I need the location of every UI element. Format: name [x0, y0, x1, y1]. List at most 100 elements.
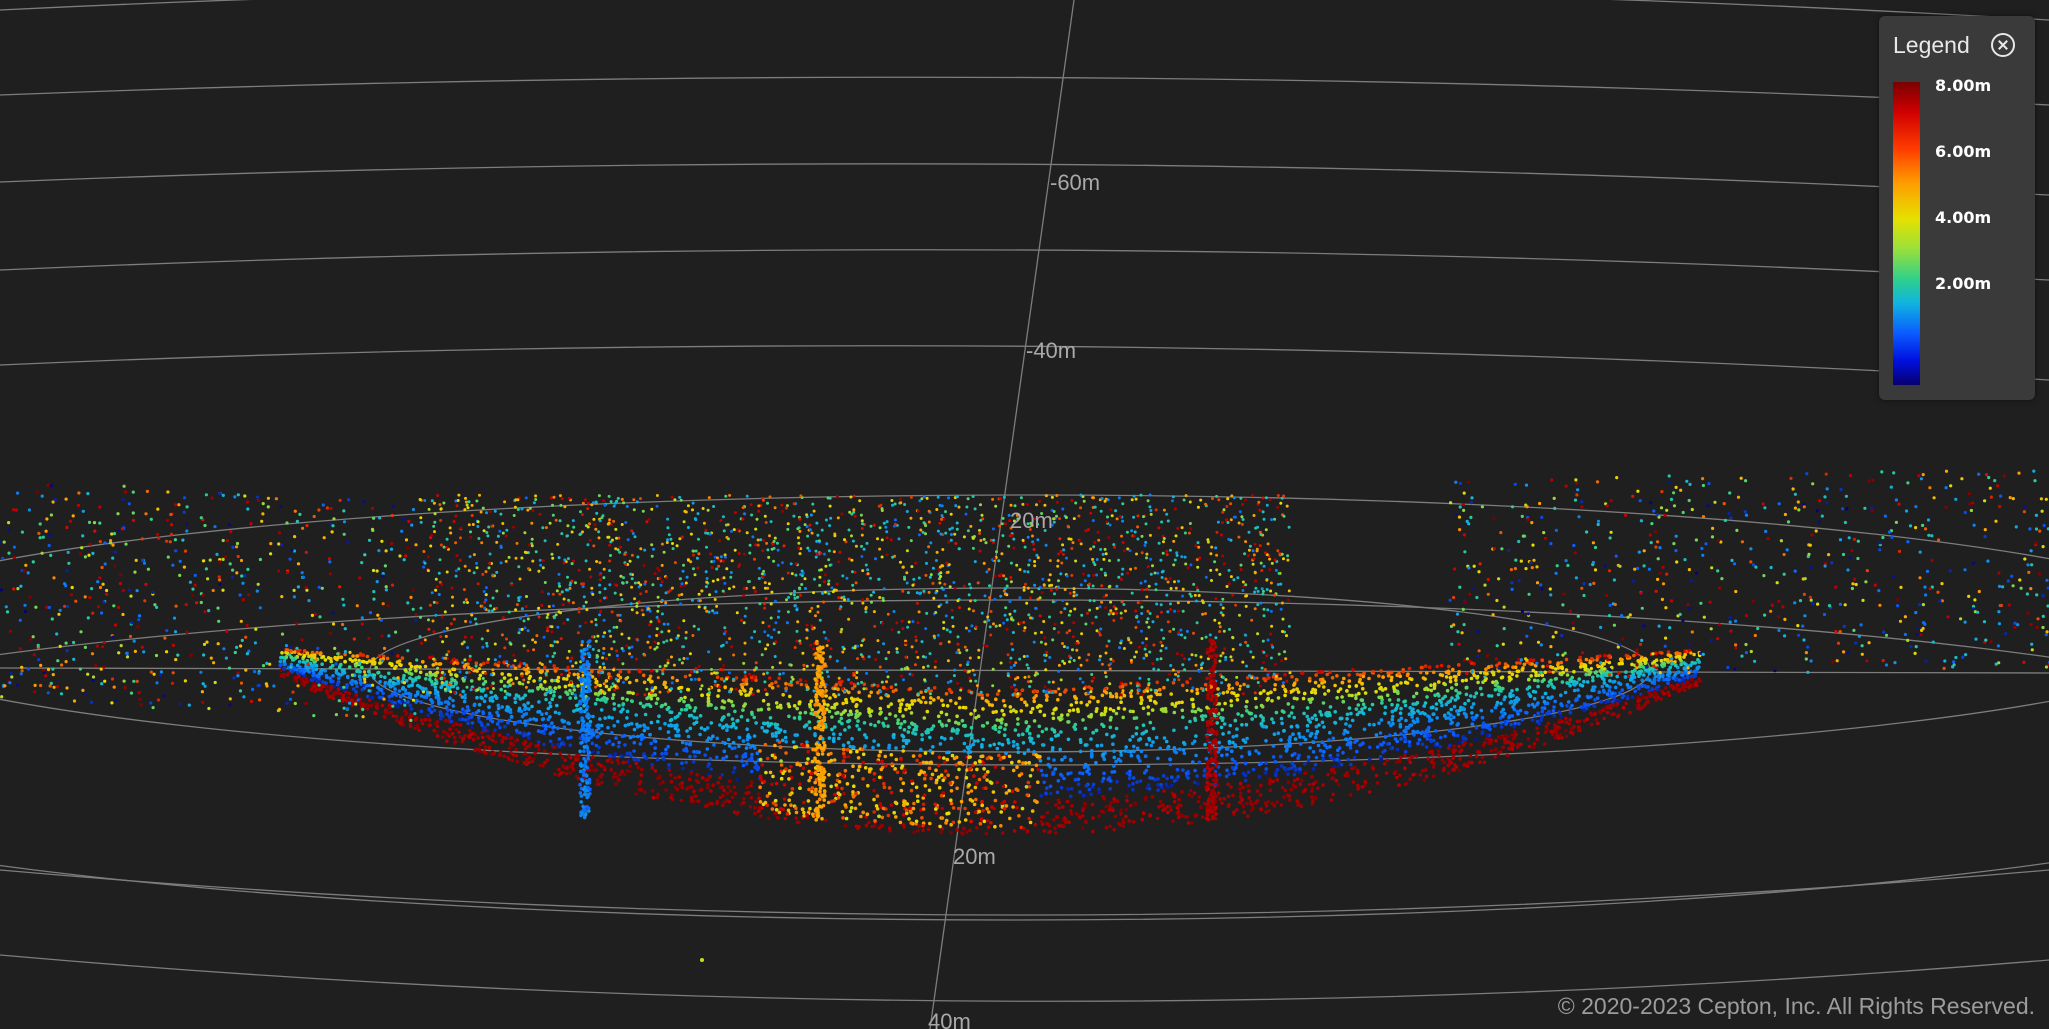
lidar-point: [1640, 678, 1644, 682]
lidar-point: [1564, 717, 1568, 721]
lidar-point: [300, 677, 304, 681]
lidar-point: [1115, 692, 1119, 696]
lidar-point: [614, 752, 618, 756]
lidar-point: [1392, 685, 1396, 689]
lidar-point: [1670, 684, 1674, 688]
lidar-point: [873, 772, 877, 776]
lidar-point: [589, 720, 593, 724]
lidar-point: [1310, 789, 1314, 793]
lidar-point: [1622, 694, 1626, 698]
lidar-point: [543, 666, 547, 670]
lidar-point: [966, 791, 970, 795]
lidar-point: [1443, 761, 1447, 765]
lidar-point: [1656, 675, 1660, 679]
lidar-point: [999, 757, 1003, 761]
lidar-point: [442, 730, 446, 734]
lidar-point: [1360, 707, 1364, 711]
lidar-point: [559, 752, 563, 756]
lidar-point: [1432, 765, 1436, 769]
lidar-point: [942, 756, 946, 760]
lidar-point: [873, 724, 877, 728]
lidar-point: [1586, 696, 1590, 700]
lidar-point: [1411, 702, 1415, 706]
lidar-point: [1330, 798, 1334, 802]
lidar-point: [690, 799, 694, 803]
lidar-point: [616, 720, 620, 724]
lidar-point: [1095, 707, 1099, 711]
lidar-point: [527, 736, 531, 740]
lidar-point: [886, 724, 890, 728]
lidar-point: [596, 751, 600, 755]
lidar-point: [692, 790, 696, 794]
lidar-point: [597, 782, 601, 786]
lidar-point: [1565, 668, 1569, 672]
lidar-point: [1079, 701, 1083, 705]
lidar-point: [882, 724, 886, 728]
lidar-point: [1399, 732, 1403, 736]
lidar-point: [928, 789, 932, 793]
lidar-point: [1302, 790, 1306, 794]
lidar-point: [686, 688, 690, 692]
lidar-point: [451, 699, 455, 703]
lidar-point: [1035, 753, 1039, 757]
lidar-point: [1312, 740, 1316, 744]
lidar-point: [779, 807, 783, 811]
lidar-point: [497, 704, 501, 708]
lidar-point: [954, 701, 958, 705]
lidar-point: [1063, 690, 1067, 694]
lidar-point: [1435, 665, 1439, 669]
lidar-point: [376, 691, 380, 695]
lidar-point: [667, 763, 671, 767]
lidar-point: [1532, 690, 1536, 694]
lidar-point: [1115, 727, 1119, 731]
lidar-point: [1610, 692, 1614, 696]
lidar-point: [1117, 822, 1121, 826]
lidar-point: [1079, 738, 1083, 742]
lidar-point: [1469, 743, 1473, 747]
lidar-point: [331, 664, 335, 668]
lidar-point: [872, 789, 876, 793]
lidar-point: [572, 768, 576, 772]
lidar-point: [1287, 702, 1291, 706]
lidar-point: [1191, 760, 1195, 764]
lidar-point: [1427, 726, 1431, 730]
lidar-point: [776, 816, 780, 820]
lidar-point: [596, 698, 600, 702]
lidar-point: [335, 658, 339, 662]
lidar-point: [612, 702, 616, 706]
lidar-point: [526, 701, 530, 705]
lidar-point: [670, 711, 674, 715]
lidar-point: [1388, 734, 1392, 738]
lidar-point: [347, 696, 351, 700]
lidar-point: [725, 799, 729, 803]
lidar-point: [742, 682, 746, 686]
lidar-point: [1322, 701, 1326, 705]
lidar-point: [1636, 699, 1640, 703]
lidar-point: [635, 792, 639, 796]
lidar-point: [1337, 783, 1341, 787]
lidar-point: [1315, 756, 1319, 760]
lidar-point: [617, 704, 621, 708]
lidar-point: [466, 722, 470, 726]
lidar-point: [677, 728, 681, 732]
lidar-point: [1386, 693, 1390, 697]
lidar-point: [1329, 705, 1333, 709]
lidar-point: [788, 695, 792, 699]
lidar-point: [311, 674, 315, 678]
lidar-point: [1429, 683, 1433, 687]
lidar-point: [1280, 764, 1284, 768]
lidar-point: [1234, 719, 1238, 723]
lidar-point: [675, 679, 679, 683]
lidar-point: [1319, 749, 1323, 753]
lidar-point: [1694, 661, 1698, 665]
lidar-point: [1513, 722, 1517, 726]
lidar-point: [1328, 731, 1332, 735]
lidar-point: [789, 803, 793, 807]
lidar-point: [866, 784, 870, 788]
lidar-point: [1090, 749, 1094, 753]
lidar-point: [322, 655, 326, 659]
lidar-point: [639, 742, 643, 746]
lidar-point: [325, 675, 329, 679]
lidar-point: [985, 778, 989, 782]
